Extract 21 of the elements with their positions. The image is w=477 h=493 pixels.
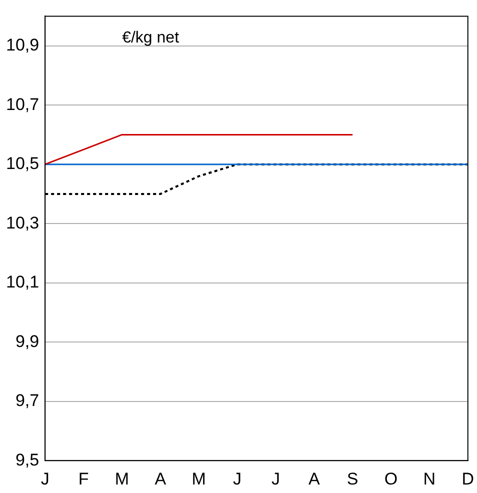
x-tick-label: M: [114, 469, 130, 488]
y-tick-label: 9,5: [15, 450, 40, 470]
y-tick-label: 10,3: [6, 213, 40, 232]
x-tick-label: O: [384, 469, 398, 488]
x-tick-label: J: [271, 469, 280, 488]
x-tick-label: D: [462, 469, 474, 488]
x-tick-label: S: [346, 469, 358, 488]
y-tick-label: 10,1: [6, 272, 40, 292]
x-tick-label: M: [192, 469, 206, 488]
x-tick-label: N: [423, 469, 436, 488]
y-axis-title: €/kg net: [122, 30, 180, 47]
x-tick-label: F: [78, 469, 89, 488]
x-tick-label: J: [233, 469, 242, 488]
y-tick-label: 9,9: [15, 332, 40, 351]
y-tick-label: 10,5: [6, 154, 40, 174]
y-tick-label: 10,7: [6, 94, 40, 114]
x-tick-label: A: [308, 469, 320, 488]
x-tick-label: J: [40, 469, 50, 488]
y-tick-label: 9,7: [15, 391, 40, 410]
x-tick-label: A: [154, 469, 167, 488]
y-tick-label: 10,9: [6, 36, 40, 55]
